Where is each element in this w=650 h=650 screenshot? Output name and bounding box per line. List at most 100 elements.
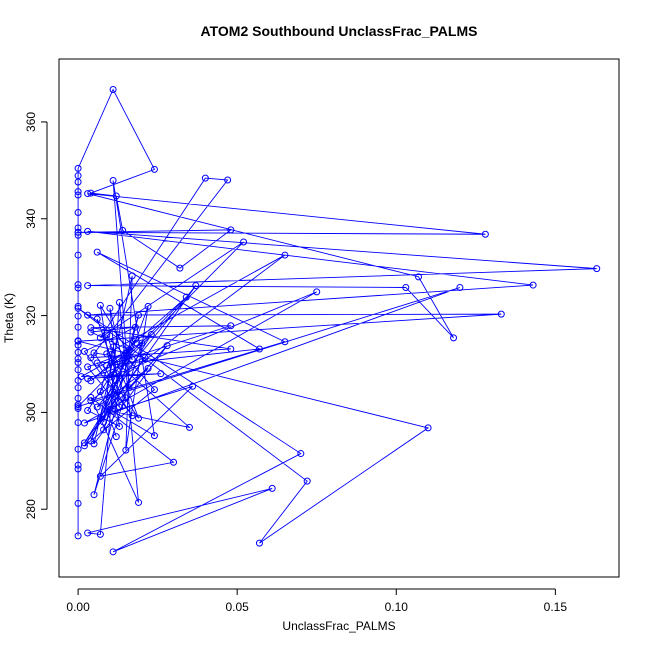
data-point xyxy=(115,422,123,430)
data-point xyxy=(106,304,114,312)
data-point xyxy=(74,445,82,453)
data-point xyxy=(119,226,127,234)
data-point xyxy=(74,164,82,172)
data-point xyxy=(74,304,82,312)
data-point xyxy=(268,484,276,492)
data-point xyxy=(84,227,92,235)
data-point xyxy=(227,226,235,234)
data-point xyxy=(77,373,85,381)
data-point xyxy=(74,366,82,374)
y-tick-label: 340 xyxy=(24,208,38,228)
y-tick-label: 360 xyxy=(24,112,38,132)
data-point xyxy=(150,386,158,394)
data-point xyxy=(96,530,104,538)
x-axis: 0.00 0.05 0.10 0.15 xyxy=(66,588,567,614)
data-point xyxy=(74,323,82,331)
data-point xyxy=(109,177,117,185)
data-point xyxy=(450,334,458,342)
data-point xyxy=(96,301,104,309)
x-axis-label: UnclassFrac_PALMS xyxy=(282,619,395,633)
data-point xyxy=(150,432,158,440)
data-point xyxy=(125,384,133,392)
data-point xyxy=(297,450,305,458)
y-tick-label: 320 xyxy=(24,305,38,325)
data-point xyxy=(74,499,82,507)
series-layer xyxy=(74,85,601,556)
data-point xyxy=(84,529,92,537)
y-tick-label: 280 xyxy=(24,499,38,519)
data-point xyxy=(201,174,209,182)
data-point xyxy=(182,293,190,301)
data-point xyxy=(74,188,82,196)
data-point xyxy=(106,373,114,381)
data-point xyxy=(84,282,92,290)
data-point xyxy=(144,302,152,310)
data-point xyxy=(74,403,82,411)
data-point xyxy=(74,251,82,259)
data-point xyxy=(122,446,130,454)
data-point xyxy=(100,418,108,426)
data-point xyxy=(93,359,101,367)
data-point xyxy=(74,224,82,232)
data-point xyxy=(227,322,235,330)
y-axis: 280 300 320 340 360 xyxy=(24,112,48,519)
data-point xyxy=(87,393,95,401)
data-point xyxy=(74,208,82,216)
data-point xyxy=(87,324,95,332)
data-point xyxy=(402,284,410,292)
data-point xyxy=(80,419,88,427)
data-point xyxy=(128,355,136,363)
data-point xyxy=(497,310,505,318)
data-point xyxy=(255,539,263,547)
y-axis-label: Theta (K) xyxy=(2,293,16,343)
data-point xyxy=(74,228,82,236)
data-point xyxy=(281,338,289,346)
data-point xyxy=(313,288,321,296)
data-point xyxy=(87,189,95,197)
data-point xyxy=(103,331,111,339)
data-point xyxy=(87,328,95,336)
data-point xyxy=(100,426,108,434)
data-point xyxy=(122,394,130,402)
data-point xyxy=(135,311,143,319)
data-point xyxy=(109,343,117,351)
data-point xyxy=(115,403,123,411)
data-point xyxy=(84,363,92,371)
data-point xyxy=(87,397,95,405)
data-point xyxy=(84,311,92,319)
data-point xyxy=(74,348,82,356)
data-point xyxy=(189,382,197,390)
data-point xyxy=(87,437,95,445)
data-point xyxy=(80,439,88,447)
data-point xyxy=(74,302,82,310)
data-point xyxy=(90,349,98,357)
data-point xyxy=(103,361,111,369)
x-tick-label: 0.00 xyxy=(66,600,90,614)
data-point xyxy=(96,334,104,342)
data-point xyxy=(119,357,127,365)
y-tick-label: 300 xyxy=(24,402,38,422)
x-tick-label: 0.05 xyxy=(226,600,250,614)
data-point xyxy=(106,405,114,413)
data-point xyxy=(115,299,123,307)
data-point xyxy=(192,282,200,290)
data-point xyxy=(74,337,82,345)
data-point xyxy=(224,176,232,184)
data-point xyxy=(96,388,104,396)
data-point xyxy=(84,375,92,383)
data-point xyxy=(138,339,146,347)
data-point xyxy=(170,458,178,466)
data-point xyxy=(74,191,82,199)
data-point xyxy=(147,330,155,338)
data-point xyxy=(74,384,82,392)
data-point xyxy=(144,364,152,372)
data-point xyxy=(135,414,143,422)
data-point xyxy=(415,273,423,281)
data-point xyxy=(74,405,82,413)
data-point xyxy=(112,192,120,200)
data-point xyxy=(74,312,82,320)
data-point xyxy=(481,230,489,238)
series-line xyxy=(77,88,597,553)
data-point xyxy=(93,403,101,411)
data-point xyxy=(74,465,82,473)
